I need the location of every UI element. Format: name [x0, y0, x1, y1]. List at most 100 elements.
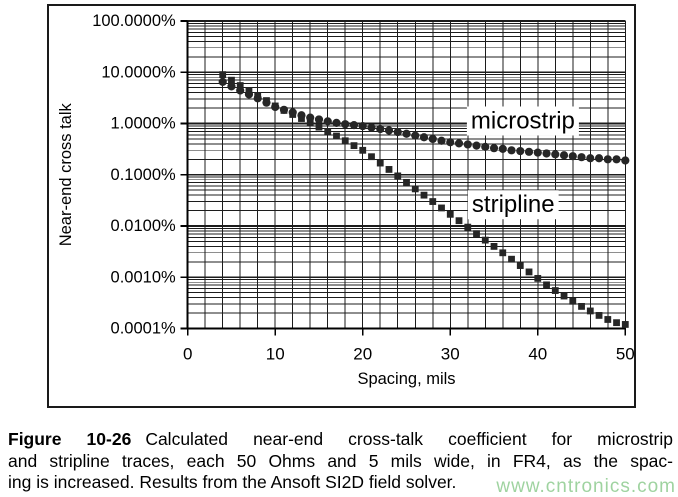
- data-point: [419, 133, 429, 142]
- data-point: [481, 236, 489, 244]
- data-point: [499, 249, 507, 257]
- data-point: [481, 142, 490, 151]
- data-point: [464, 223, 472, 231]
- series-label-microstrip: microstrip: [471, 107, 575, 134]
- data-point: [367, 123, 376, 132]
- data-point: [218, 77, 227, 86]
- caption-text-3: ing is increased. Results from the Ansof…: [8, 472, 457, 492]
- data-point: [542, 149, 551, 158]
- x-axis-title: Spacing, mils: [357, 370, 455, 388]
- data-point: [420, 191, 428, 199]
- data-point: [489, 144, 499, 153]
- x-tick-label: 40: [528, 345, 547, 364]
- caption-label: Figure 10-26: [8, 429, 132, 449]
- x-tick-label: 50: [616, 345, 635, 364]
- data-point: [228, 76, 235, 84]
- data-point: [604, 316, 612, 323]
- data-point: [507, 146, 516, 155]
- x-tick-label: 20: [353, 345, 372, 364]
- crosstalk-chart: 100.0000% 10.0000% 1.0000% 0.1000% 0.0100% 0.…: [47, 4, 636, 408]
- data-point: [350, 142, 358, 150]
- data-point: [314, 115, 324, 124]
- y-tick-label: 0.0100%: [111, 217, 176, 235]
- figure-caption: Figure 10-26 Calculated near-end cross-ta…: [8, 429, 673, 494]
- data-point: [533, 148, 542, 157]
- data-point: [376, 159, 384, 167]
- y-axis-title: Near-end cross talk: [57, 102, 75, 246]
- data-point: [438, 204, 445, 212]
- y-tick-label: 0.1000%: [111, 166, 176, 184]
- data-point: [394, 172, 402, 180]
- data-point: [621, 156, 630, 165]
- data-point: [516, 262, 524, 269]
- data-point: [594, 154, 604, 163]
- data-point: [411, 185, 419, 193]
- data-point: [323, 117, 332, 126]
- data-point: [577, 153, 586, 162]
- data-point: [559, 151, 569, 160]
- data-point: [297, 111, 306, 120]
- data-point: [560, 292, 568, 300]
- data-point: [376, 124, 385, 134]
- data-point: [524, 147, 534, 156]
- data-point: [428, 134, 437, 144]
- data-point: [429, 198, 437, 205]
- data-point: [315, 123, 323, 131]
- data-point: [306, 119, 314, 127]
- data-point: [393, 127, 402, 137]
- x-tick-label: 30: [441, 345, 460, 364]
- caption-text-1: Calculated near-end cross-talk coefficie…: [145, 429, 673, 449]
- data-point: [551, 150, 560, 159]
- data-point: [612, 155, 621, 164]
- data-point: [508, 255, 515, 263]
- data-point: [603, 155, 612, 164]
- data-point: [569, 297, 577, 305]
- data-point: [613, 319, 620, 327]
- series-label-bg: [467, 190, 559, 220]
- caption-text-2: and stripline traces, each 50 Ohms and 5…: [8, 450, 673, 471]
- data-point: [568, 152, 577, 161]
- data-point: [333, 132, 340, 140]
- data-point: [368, 153, 375, 161]
- data-point: [332, 118, 341, 127]
- data-point: [402, 129, 411, 138]
- crosstalk-chart-svg: 100.0000% 10.0000% 1.0000% 0.1000% 0.0100% 0.…: [47, 4, 636, 408]
- series-label-stripline: stripline: [472, 191, 555, 218]
- data-point: [455, 217, 463, 225]
- data-point: [253, 94, 262, 103]
- data-point: [262, 98, 271, 107]
- data-point: [384, 126, 394, 135]
- data-point: [473, 230, 480, 238]
- data-point: [271, 102, 280, 112]
- data-point: [472, 141, 481, 150]
- data-point: [403, 178, 410, 186]
- data-point: [359, 146, 367, 154]
- data-point: [411, 131, 420, 140]
- data-point: [446, 138, 455, 147]
- data-point: [595, 312, 603, 319]
- x-tick-labels: 0 10 20 30 40 50: [183, 345, 635, 364]
- data-point: [358, 121, 367, 131]
- x-tick-label: 0: [183, 345, 192, 364]
- data-point: [324, 128, 332, 135]
- y-tick-label: 0.0010%: [111, 268, 176, 286]
- x-tick-label: 10: [266, 345, 285, 364]
- axes: [180, 20, 627, 336]
- data-point: [551, 287, 559, 294]
- data-point: [349, 121, 359, 130]
- y-tick-label: 10.0000%: [101, 63, 176, 81]
- data-point: [454, 139, 464, 148]
- data-point: [490, 242, 498, 250]
- data-point: [586, 307, 594, 315]
- data-point: [341, 120, 350, 129]
- data-point: [543, 281, 550, 289]
- data-point: [288, 108, 297, 117]
- y-gridlines: [187, 20, 626, 330]
- data-point: [621, 321, 629, 328]
- data-point: [236, 86, 245, 95]
- y-tick-labels: 100.0000% 10.0000% 1.0000% 0.1000% 0.0100% 0.…: [92, 12, 176, 338]
- y-tick-label: 100.0000%: [92, 12, 176, 30]
- y-tick-label: 1.0000%: [111, 115, 176, 133]
- data-point: [236, 82, 244, 89]
